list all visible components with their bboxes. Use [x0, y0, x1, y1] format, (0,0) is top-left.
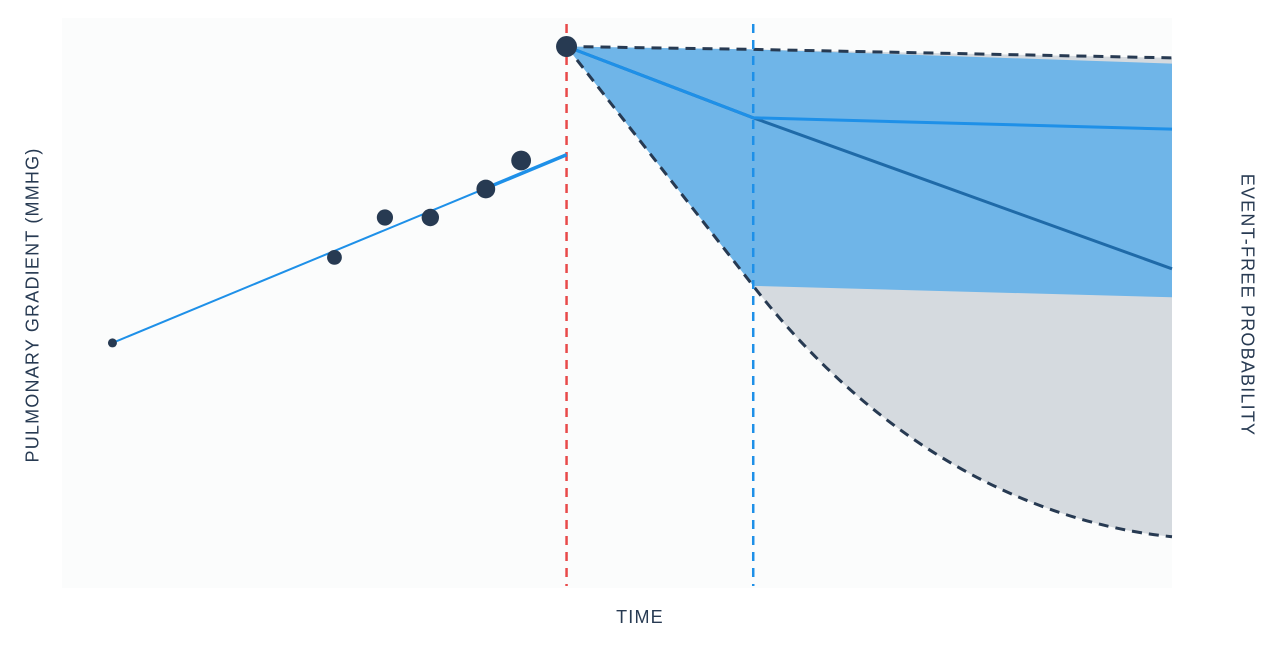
observation-point — [511, 150, 532, 171]
observation-point — [327, 250, 342, 265]
x-axis-label: TIME — [616, 607, 664, 627]
observation-point — [421, 208, 440, 227]
observation-point — [476, 179, 496, 199]
observation-point — [376, 209, 394, 226]
dynamic-prediction-line — [565, 45, 1173, 131]
y-axis-label-right: EVENT-FREE PROBABILITY — [1237, 173, 1258, 437]
observation-point — [556, 36, 578, 57]
prediction-confidence-band — [566, 46, 1172, 298]
observation-points — [107, 36, 578, 348]
y-axis-label-left: PULMONARY GRADIENT (MMHG) — [22, 147, 43, 463]
observation-point — [107, 338, 117, 348]
lower-bound-dashed-line — [565, 45, 1173, 539]
upper-bound-dashed-line — [566, 45, 1173, 60]
gradient-trend-line-recent — [485, 153, 568, 190]
